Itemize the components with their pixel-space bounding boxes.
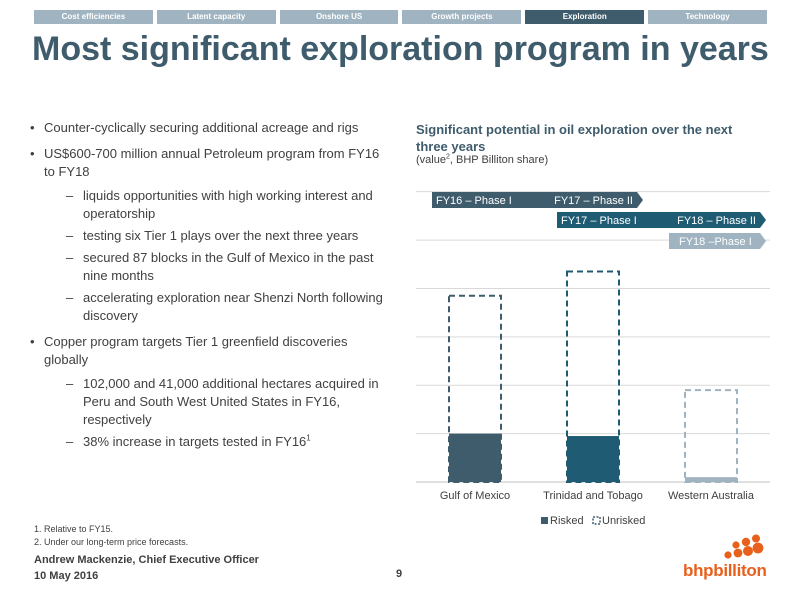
sub-bullet-targets-text: 38% increase in targets tested in FY16 — [83, 434, 307, 449]
tab-cost-efficiencies[interactable]: Cost efficiencies — [34, 10, 153, 24]
bar-risked-western-australia — [685, 477, 737, 482]
sub-bullet-blocks: secured 87 blocks in the Gulf of Mexico … — [44, 249, 390, 285]
tab-technology[interactable]: Technology — [648, 10, 767, 24]
x-tick-label-gulf-of-mexico: Gulf of Mexico — [440, 490, 510, 502]
phase-label-fy18-phase-i: FY18 –Phase I — [679, 236, 752, 248]
bullet-copper-text: Copper program targets Tier 1 greenfield… — [44, 334, 348, 367]
bullet-acreage: Counter-cyclically securing additional a… — [30, 119, 390, 137]
bhp-logo-icon — [724, 534, 764, 559]
legend-label-risked: Risked — [550, 515, 584, 527]
bar-risked-gulf-of-mexico — [449, 433, 501, 482]
slide-title: Most significant exploration program in … — [32, 30, 769, 68]
x-tick-label-western-australia: Western Australia — [668, 490, 755, 502]
bullet-petroleum-program: US$600-700 million annual Petroleum prog… — [30, 145, 390, 325]
phase-banner-1 — [432, 192, 643, 208]
chart-subtitle-pre: (value — [416, 154, 446, 166]
phase-label-fy17-phase-ii: FY17 – Phase II — [554, 195, 633, 207]
logo-text: bhpbilliton — [683, 561, 767, 580]
phase-banner-2 — [557, 212, 766, 228]
x-tick-label-trinidad-and-tobago: Trinidad and Tobago — [543, 490, 643, 502]
tab-exploration[interactable]: Exploration — [525, 10, 645, 24]
footnote-2: 2. Under our long-term price forecasts. — [34, 537, 189, 547]
legend-swatch-unrisked — [592, 516, 601, 525]
presentation-date: 10 May 2016 — [34, 570, 99, 582]
phase-label-fy16-phase-i: FY16 – Phase I — [436, 195, 512, 207]
tab-growth-projects[interactable]: Growth projects — [402, 10, 522, 24]
page-number: 9 — [396, 568, 403, 580]
footnote-ref-1: 1 — [306, 433, 311, 443]
bullet-copper-program: Copper program targets Tier 1 greenfield… — [30, 333, 390, 451]
bullet-list: Counter-cyclically securing additional a… — [30, 119, 390, 459]
sub-bullet-tier1-plays: testing six Tier 1 plays over the next t… — [44, 227, 390, 245]
bar-unrisked-trinidad-and-tobago — [566, 270, 620, 484]
chart-title: Significant potential in oil exploration… — [416, 122, 733, 154]
speaker-block: Andrew Mackenzie, Chief Executive Office… — [34, 552, 259, 584]
speaker-name: Andrew Mackenzie, Chief Executive Office… — [34, 554, 259, 566]
legend-swatch-risked — [541, 517, 548, 524]
bar-unrisked-western-australia — [684, 389, 738, 483]
chart-subtitle: (value2, BHP Billiton share) — [416, 153, 549, 166]
bullet-petroleum-text: US$600-700 million annual Petroleum prog… — [44, 146, 380, 179]
phase-banner-3 — [669, 233, 766, 249]
bar-risked-trinidad-and-tobago — [567, 436, 619, 482]
footnotes: 1. Relative to FY15. 2. Under our long-t… — [34, 523, 188, 549]
footnote-1: 1. Relative to FY15. — [34, 524, 114, 534]
sub-bullet-hectares: 102,000 and 41,000 additional hectares a… — [44, 375, 390, 429]
tab-latent-capacity[interactable]: Latent capacity — [156, 10, 276, 24]
sub-bullet-targets: 38% increase in targets tested in FY161 — [44, 433, 390, 451]
chart-subtitle-post: , BHP Billiton share) — [449, 154, 549, 166]
phase-label-fy17-phase-i: FY17 – Phase I — [561, 215, 637, 227]
legend-label-unrisked: Unrisked — [602, 515, 645, 527]
phase-label-fy18-phase-ii: FY18 – Phase II — [677, 215, 756, 227]
sub-bullet-shenzi: accelerating exploration near Shenzi Nor… — [44, 289, 390, 325]
sub-bullet-liquids: liquids opportunities with high working … — [44, 187, 390, 223]
tab-onshore-us[interactable]: Onshore US — [279, 10, 399, 24]
section-nav: Cost efficiencies Latent capacity Onshor… — [34, 10, 767, 24]
chart-subtitle-sup: 2 — [445, 153, 450, 161]
